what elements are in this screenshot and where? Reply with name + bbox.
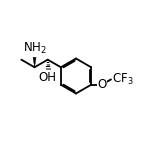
Text: CF$_3$: CF$_3$ [112, 72, 134, 87]
Text: O: O [97, 78, 106, 91]
Text: OH: OH [39, 71, 57, 84]
Polygon shape [33, 57, 36, 67]
Text: NH$_2$: NH$_2$ [23, 41, 47, 56]
